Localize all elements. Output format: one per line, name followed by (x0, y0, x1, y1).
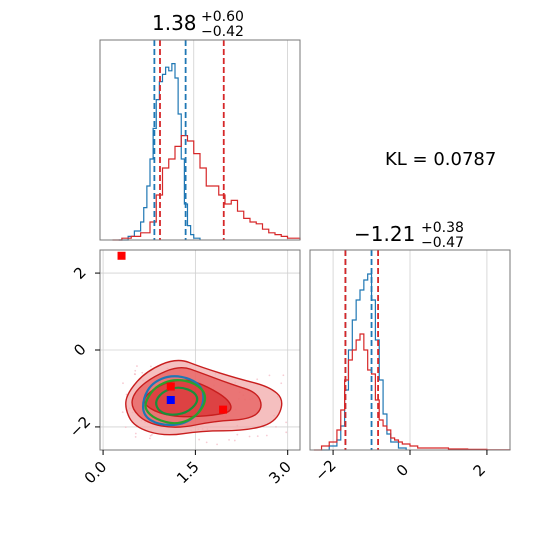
marginal-x-panel (99, 39, 301, 241)
histogram-series-0 (118, 63, 201, 241)
sample-point (256, 378, 259, 381)
sample-point (121, 411, 124, 414)
sample-point (275, 425, 277, 428)
sample-point (141, 371, 144, 374)
x-tick-label: 1.5 (173, 458, 203, 488)
contour-line-1 (144, 379, 207, 425)
sample-point (149, 434, 152, 437)
histogram-series-1 (313, 333, 511, 451)
truth-marker-2 (219, 405, 228, 414)
histogram-series-0 (321, 273, 407, 451)
x-tick-label: 0.0 (81, 458, 111, 488)
y-tick-label: −2 (66, 413, 94, 441)
marginal-x-frame (99, 39, 301, 241)
sample-point (233, 439, 236, 442)
sample-point (228, 438, 230, 441)
marginal-y-title-sub: −0.47 (421, 235, 464, 251)
sample-point (285, 431, 288, 434)
sample-point (268, 374, 271, 377)
marginal-y-panel: −2 0 2 (309, 249, 511, 485)
sample-point (236, 433, 239, 436)
sample-point (248, 435, 251, 438)
x-tick-label: −2 (311, 456, 339, 484)
sample-point (136, 365, 138, 367)
truth-marker-0 (117, 251, 126, 260)
sample-point (205, 441, 208, 444)
sample-point (133, 373, 136, 375)
sample-point (122, 382, 124, 385)
joint-panel: 0.0 1.5 3.0 −2 0 2 (66, 249, 301, 488)
sample-point (148, 437, 151, 440)
marginal-x-title: 1.38 (152, 11, 197, 35)
sample-point (280, 382, 283, 385)
sample-point (134, 436, 137, 438)
sample-point (265, 434, 268, 437)
x-tick-label: 3.0 (265, 458, 295, 488)
sample-point (282, 374, 285, 377)
marginal-x-title-sup: +0.60 (201, 9, 244, 25)
sample-point (149, 365, 152, 368)
sample-point (134, 369, 137, 372)
marginal-y-title-sup: +0.38 (421, 220, 464, 236)
sample-point (285, 421, 288, 424)
sample-point (256, 435, 259, 438)
truth-marker-3 (166, 396, 175, 404)
sample-point (216, 443, 218, 446)
contour-line-2 (155, 386, 199, 416)
kl-annotation: KL = 0.0787 (385, 149, 496, 170)
sample-point (134, 432, 137, 435)
x-tick-label: 0 (393, 461, 412, 480)
sample-point (150, 433, 153, 436)
sample-point (198, 438, 201, 441)
marginal-x-title-sub: −0.42 (201, 24, 244, 40)
sample-point (124, 426, 127, 429)
y-tick-label: 0 (70, 340, 89, 359)
truth-marker-1 (166, 382, 175, 391)
marginal-y-title: −1.21 (354, 222, 415, 246)
x-tick-label: 2 (470, 461, 489, 480)
y-tick-label: 2 (70, 263, 89, 282)
